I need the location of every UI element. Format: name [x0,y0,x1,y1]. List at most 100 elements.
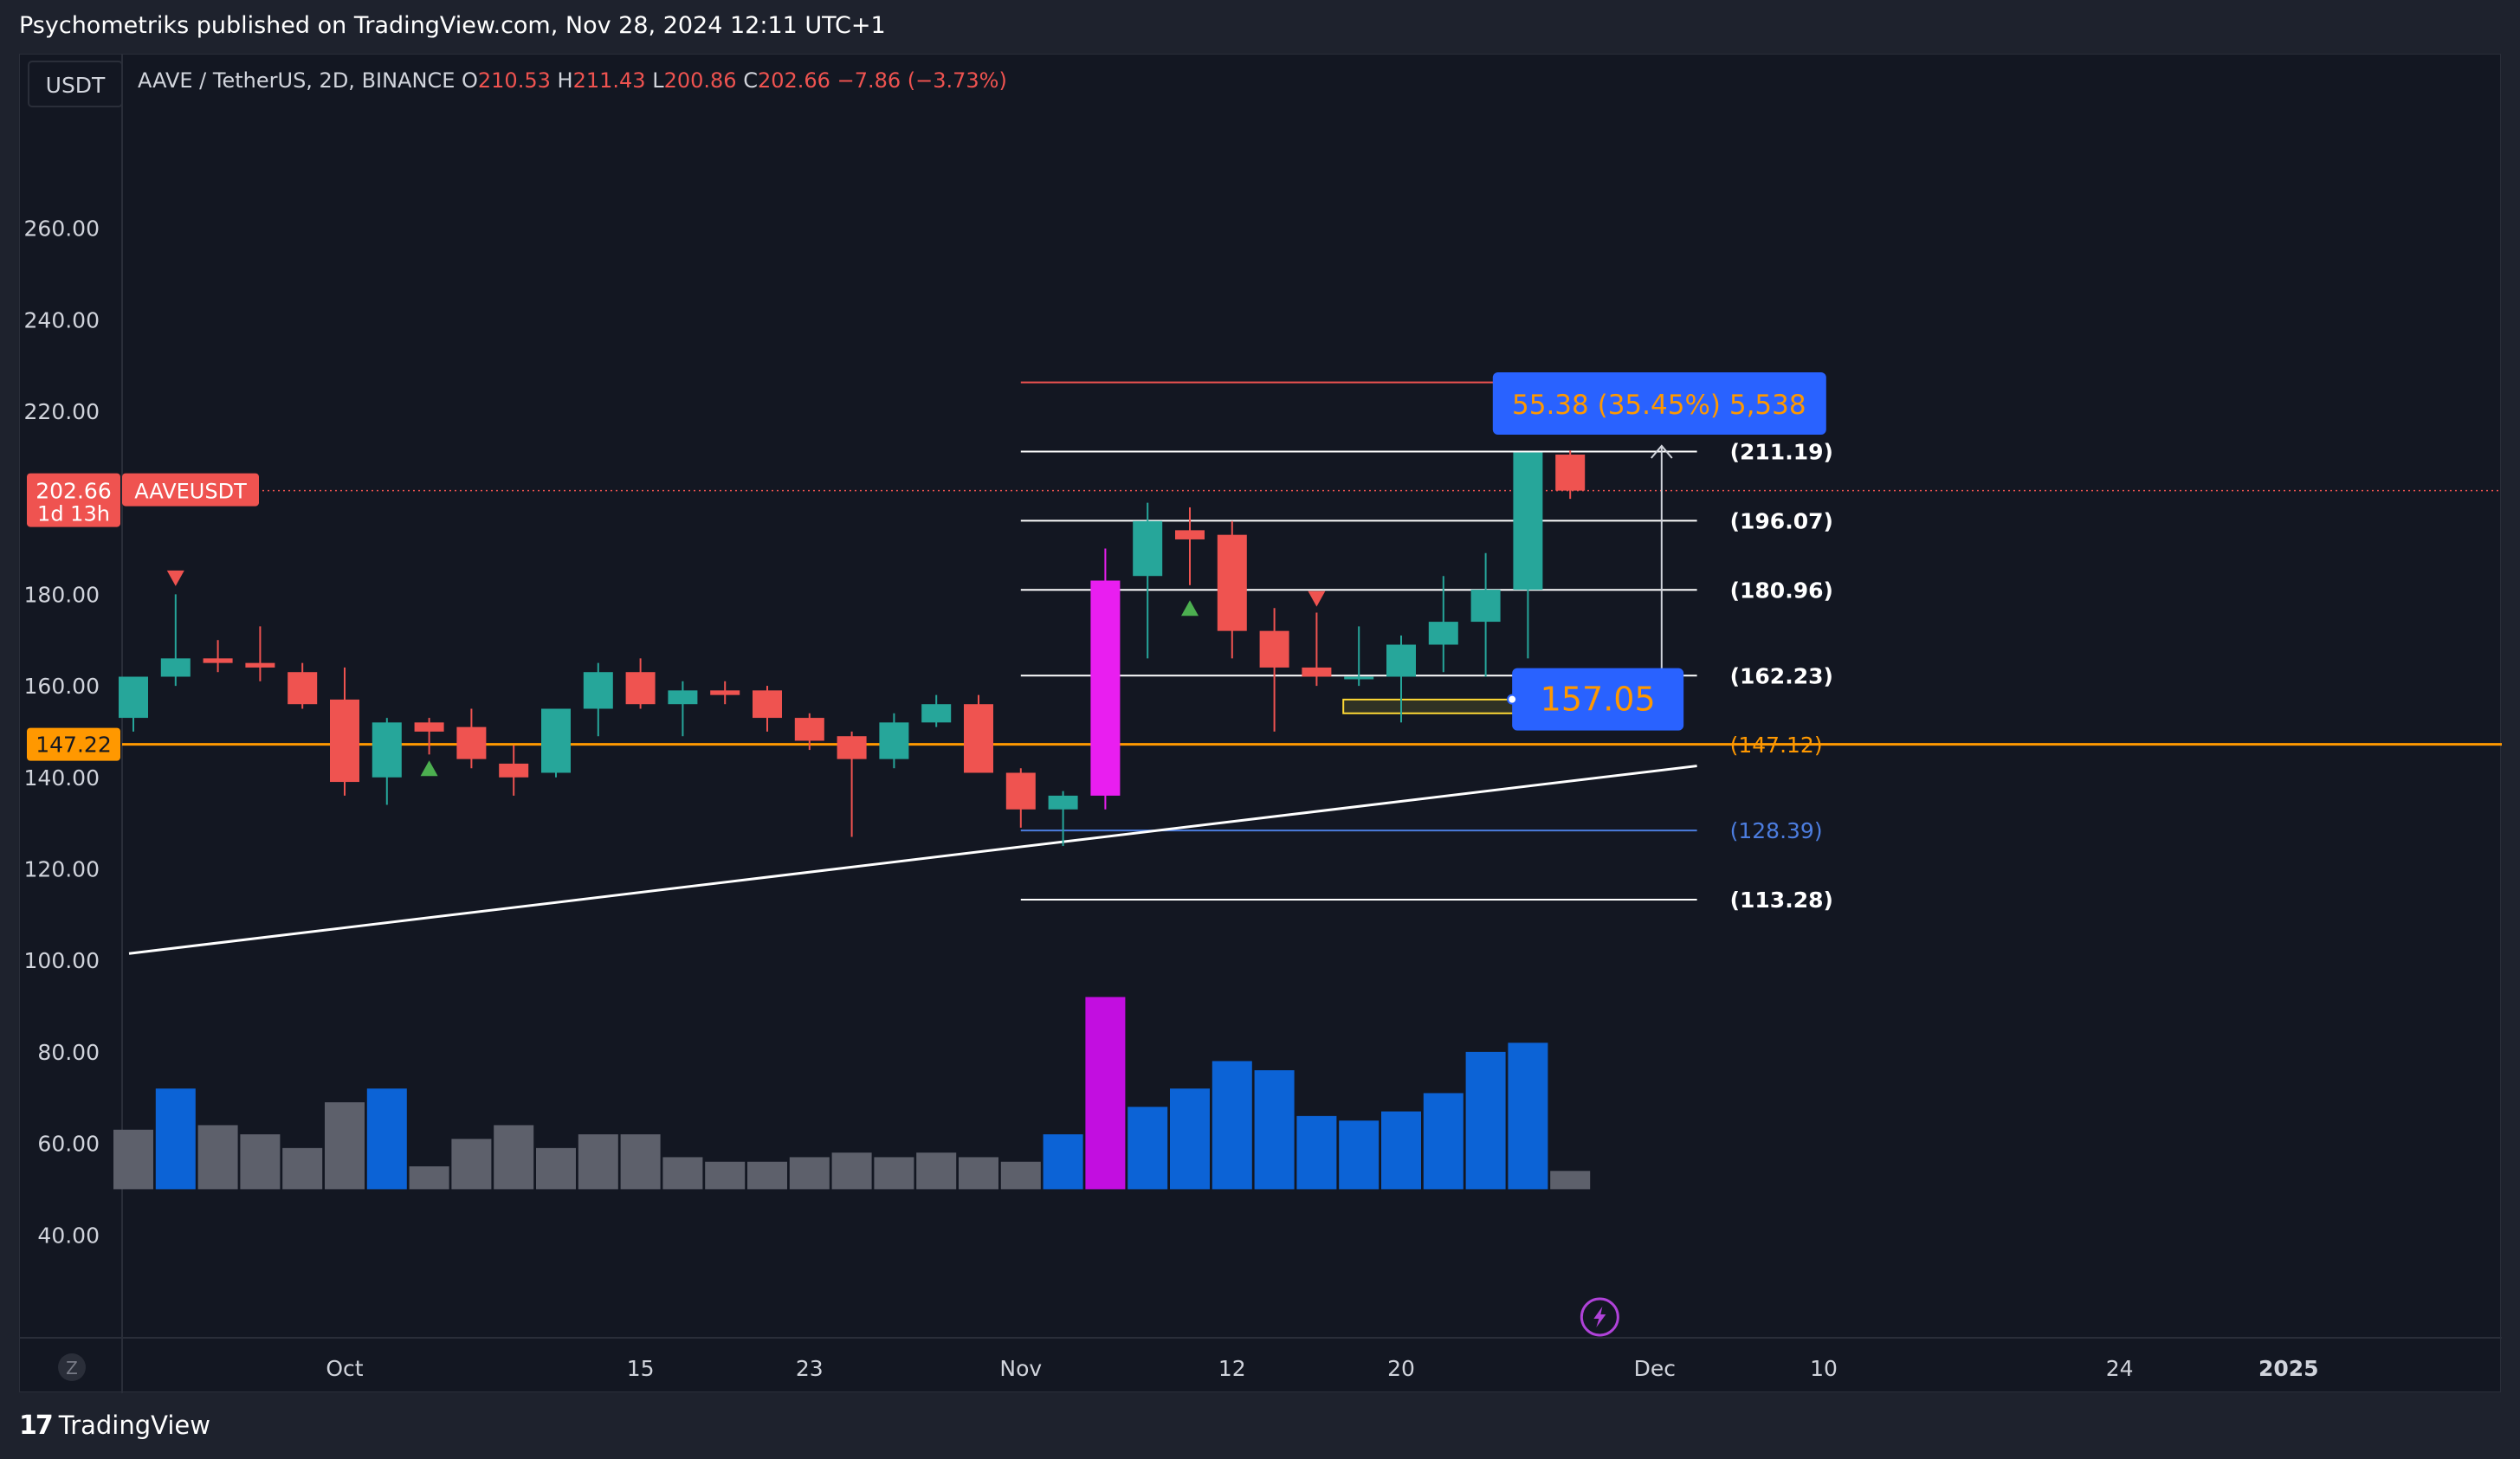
candle-body [753,690,782,719]
volume-bar [916,1152,957,1190]
current-price-value: 202.66 [36,479,111,504]
candle-body [583,672,613,709]
candle-body [372,722,402,778]
candle-body [1428,622,1458,645]
symbol-title: AAVE / TetherUS, 2D, BINANCE [138,68,455,93]
x-tick-label: Oct [326,1356,363,1381]
chart-canvas[interactable]: 260.00 240.00 220.00 180.00 160.00 140.00 120.… [20,55,2502,1393]
trendline [128,765,1697,955]
close-label: C [743,68,758,93]
x-tick-label: 15 [627,1356,655,1381]
fib-level-label: (162.23) [1730,663,1833,688]
volume-bar [282,1147,323,1190]
candle-body [330,699,359,783]
volume-bar [1339,1120,1380,1190]
publish-header: Psychometriks published on TradingView.c… [0,0,2520,54]
x-tick-label: Dec [1634,1356,1676,1381]
buy-marker-icon [420,760,438,777]
volume-bar [409,1166,449,1190]
candle-body [710,690,740,695]
x-tick-label: 10 [1810,1356,1838,1381]
candle-body [1090,580,1121,796]
volume-bar [831,1152,872,1190]
measure-start-badge [1512,668,1684,731]
candle-body [1470,590,1501,623]
volume-bar [1465,1051,1506,1190]
candle-body [245,662,275,668]
legend-spacer [551,68,558,93]
candle-body [625,672,656,705]
candle-body [1344,676,1374,680]
open-label: O [462,68,478,93]
volume-bar [325,1102,365,1190]
volume-bar [536,1147,576,1190]
symbol-badge [122,473,259,507]
low-value: 200.86 [664,68,737,93]
candle-body [1048,795,1078,810]
volume-bar [1296,1115,1337,1190]
candle-body [879,722,909,759]
volume-bar [1128,1107,1168,1190]
candle-body [964,704,993,773]
y-tick-label: 80.00 [37,1040,100,1065]
low-label: L [652,68,664,93]
tradingview-brand[interactable]: TradingView [58,1411,210,1440]
volume-bar [747,1161,787,1190]
fib-level-label: (211.19) [1730,440,1833,465]
symbol-badge-label: AAVEUSDT [134,480,247,504]
candle-body [456,726,487,759]
volume-bar [494,1125,534,1190]
fib-level-label: (180.96) [1730,578,1833,603]
measure-result-badge [1492,372,1826,436]
chart-panel[interactable]: 260.00 240.00 220.00 180.00 160.00 140.00 120.… [19,54,2502,1393]
currency-button[interactable] [28,61,123,107]
chart-legend: AAVE / TetherUS, 2D, BINANCE O210.53 H21… [138,68,1007,93]
volume-bar [1254,1070,1295,1190]
volume-bar [959,1157,998,1190]
volume-bar [113,1129,153,1190]
y-tick-label: 100.00 [24,948,100,973]
volume-bar [1000,1161,1041,1190]
legend-spacer [737,68,744,93]
volume-bar [240,1134,281,1190]
sell-marker-icon [166,570,184,586]
candle-body [837,736,867,759]
footer: 17 TradingView [19,1404,210,1446]
measure-arrow-icon [1651,444,1673,459]
y-tick-label: 160.00 [24,674,100,699]
volume-bar [789,1157,830,1190]
axis-scale-button-label: Z [66,1358,78,1378]
change-value: −7.86 (−3.73%) [837,68,1007,93]
candle-body [1005,772,1036,810]
x-tick-label: 24 [2106,1356,2134,1381]
y-tick-label: 240.00 [24,307,100,332]
bar-countdown: 1d 13h [37,502,110,526]
candle-body [1217,534,1247,631]
legend-spacer [646,68,653,93]
lightning-icon [1580,1297,1619,1337]
y-tick-label: 120.00 [24,856,100,881]
y-tick-label: 60.00 [37,1132,100,1157]
x-tick-label: 12 [1218,1356,1246,1381]
volume-bar [1085,997,1126,1190]
tradingview-logo-icon[interactable]: 17 [19,1410,54,1441]
candle-body [1555,455,1586,491]
axis-scale-button[interactable] [58,1353,86,1381]
y-tick-label: 140.00 [24,765,100,791]
close-value: 202.66 [758,68,830,93]
volume-bar [620,1134,661,1190]
volume-bar [451,1139,492,1190]
horizontal-line-value: 147.22 [36,733,111,758]
measure-start-dot-icon [1507,694,1518,705]
candle-body [1259,630,1289,668]
candle-body [668,690,698,705]
publish-info: Psychometriks published on TradingView.c… [19,12,886,39]
fib-level-label: (113.28) [1730,888,1833,913]
volume-bar [874,1157,914,1190]
legend-spacer [830,68,837,93]
volume-bar [155,1088,196,1190]
candle-body [119,676,148,719]
candle-body [499,763,529,778]
fib-level-label: (196.07) [1730,508,1833,533]
high-label: H [558,68,573,93]
